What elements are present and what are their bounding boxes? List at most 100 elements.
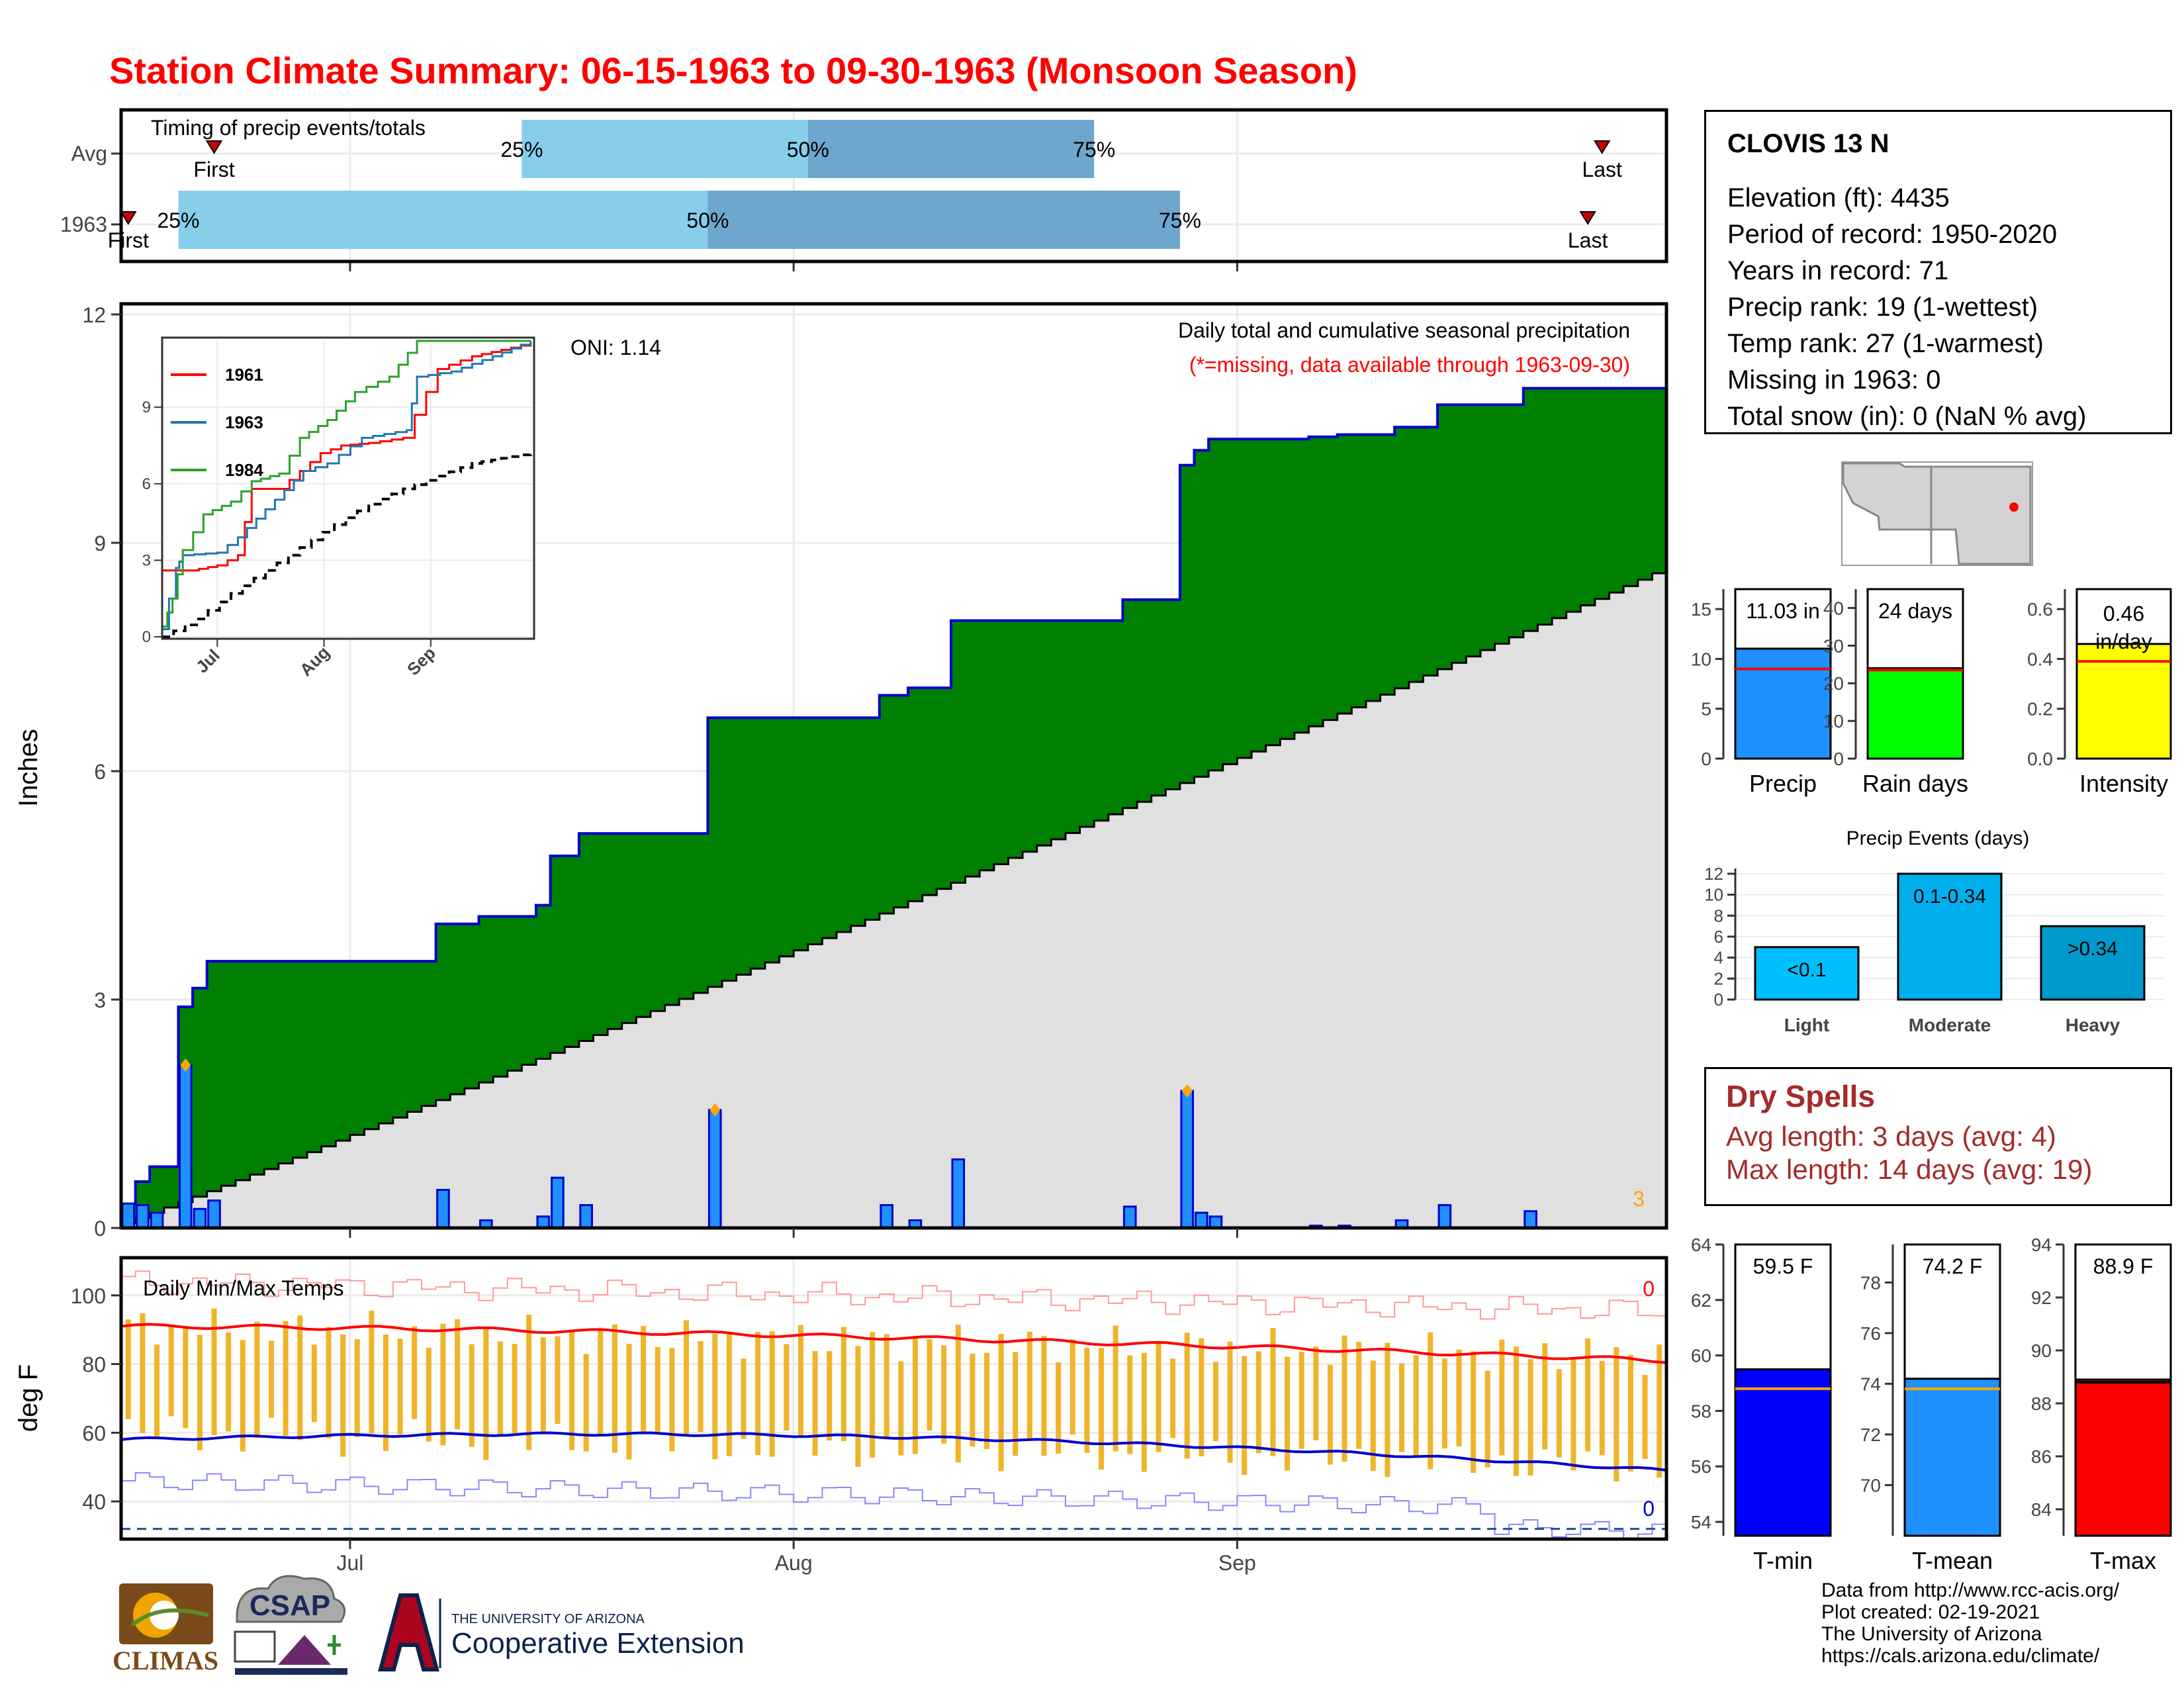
daily-temp-bar	[1556, 1369, 1562, 1458]
daily-temp-bar	[555, 1336, 561, 1425]
precip-ytick-label: 12	[82, 303, 106, 327]
daily-temp-bar	[1127, 1355, 1133, 1454]
events-bar-label: >0.34	[2068, 938, 2118, 960]
events-bar-label: 0.1-0.34	[1913, 886, 1986, 908]
daily-temp-bar	[1585, 1338, 1591, 1452]
timing-bar-q25-q50	[522, 120, 808, 178]
daily-temp-bar	[412, 1326, 418, 1419]
footer-credits: Data from http://www.rcc-acis.org/ Plot …	[1821, 1579, 2119, 1667]
daily-temp-bar	[1098, 1348, 1104, 1470]
precip-panel: 0 3 6 9 12 Inches Daily total and cumulative…	[14, 302, 1668, 1241]
precip-ytick-label: 9	[94, 532, 106, 555]
daily-temp-bar	[1056, 1362, 1062, 1454]
temps-t-max-value: 88.9 F	[2093, 1254, 2154, 1278]
totals-intensity-label: Intensity	[2079, 770, 2168, 797]
daily-temp-bar	[197, 1335, 203, 1451]
daily-temp-bar	[369, 1310, 375, 1434]
station-elevation: Elevation (ft): 4435	[1727, 183, 1950, 212]
events-title: Precip Events (days)	[1846, 827, 2030, 849]
avg-tmax-line	[120, 1323, 1667, 1364]
daily-precip-bar	[1437, 1204, 1452, 1229]
daily-temp-bar	[1484, 1370, 1490, 1468]
timing-q75-label: 75%	[1073, 138, 1115, 162]
daily-precip-bar	[579, 1204, 593, 1229]
inset-series-line	[162, 343, 532, 572]
daily-temp-bar	[998, 1334, 1004, 1472]
events-category-label: Light	[1784, 1015, 1829, 1035]
climas-logo-text: CLIMAS	[113, 1646, 218, 1675]
daily-temp-bar	[1614, 1347, 1619, 1481]
missing-data-marker	[180, 1058, 191, 1072]
timing-bar-q50-q75	[707, 191, 1180, 249]
daily-temp-bar	[1527, 1359, 1533, 1476]
daily-temp-bar	[984, 1352, 990, 1450]
dry-spells-max: Max length: 14 days (avg: 19)	[1726, 1154, 2093, 1185]
totals-rain-days-ytick-label: 40	[1823, 598, 1844, 618]
events-ytick-label: 8	[1714, 906, 1723, 925]
daily-precip-bar	[536, 1215, 551, 1229]
temp-ytick-label: 40	[82, 1490, 106, 1514]
totals-intensity-ytick-label: 0.0	[2027, 749, 2053, 769]
temps-t-mean-ytick-label: 74	[1860, 1374, 1881, 1394]
daily-temp-bar	[240, 1340, 246, 1452]
daily-temp-bar	[540, 1337, 546, 1434]
daily-precip-bar	[1208, 1215, 1223, 1229]
daily-temp-bar	[1199, 1338, 1205, 1457]
temps-t-min-ytick-label: 54	[1691, 1512, 1711, 1532]
daily-temp-bar	[569, 1329, 575, 1450]
daily-temp-bar	[440, 1323, 446, 1446]
daily-precip-bar	[436, 1189, 450, 1229]
temps-t-max-bar	[2074, 1378, 2172, 1537]
daily-temp-bar	[741, 1358, 747, 1439]
totals-intensity-bar	[2075, 643, 2172, 760]
daily-temp-bar	[1542, 1343, 1548, 1450]
oni-annotation: ONI: 1.14	[570, 336, 661, 359]
daily-precip-bar	[707, 1109, 722, 1229]
daily-temp-bar	[684, 1320, 690, 1436]
timing-first-marker	[120, 211, 137, 225]
dry-spells-title: Dry Spells	[1726, 1079, 1875, 1113]
daily-temp-bar	[1113, 1325, 1118, 1452]
timing-bar-q25-q50	[178, 191, 708, 249]
location-map	[1841, 461, 2033, 566]
daily-temp-bar	[1471, 1351, 1477, 1473]
footer-line: The University of Arizona	[1821, 1623, 2042, 1645]
totals-rain-days-ytick-label: 0	[1833, 749, 1844, 769]
missing-data-marker	[709, 1103, 721, 1117]
daily-temp-bar	[1513, 1346, 1519, 1476]
timing-q50-label: 50%	[787, 138, 829, 162]
totals-intensity-ytick-label: 0.4	[2027, 649, 2053, 669]
csap-logo-text: CSAP	[250, 1589, 330, 1622]
totals-intensity-value-unit: in/day	[2095, 630, 2152, 653]
timing-first-marker	[205, 140, 223, 154]
temps-t-mean-ytick-label: 76	[1860, 1323, 1881, 1344]
precip-ylabel: Inches	[14, 729, 43, 807]
seasonal-totals: 0 5 10 15 11.03 in Precip 0 10 20 30 40 24 days Rain…	[1691, 588, 2172, 797]
daily-temp-bar	[483, 1327, 489, 1460]
daily-temp-bar	[927, 1339, 933, 1431]
temp-ytick-label: 100	[71, 1284, 106, 1308]
daily-temp-bar	[1499, 1339, 1505, 1456]
missing-data-marker	[1181, 1084, 1193, 1098]
inset-ytick-label: 6	[142, 475, 151, 493]
daily-temp-bar	[1570, 1359, 1576, 1471]
daily-temp-bar	[784, 1344, 790, 1430]
daily-temp-bar	[970, 1353, 976, 1447]
temps-t-min-bar	[1734, 1368, 1832, 1537]
timing-bar-q50-q75	[807, 120, 1095, 178]
daily-temp-bar	[1657, 1344, 1662, 1478]
daily-precip-bar	[1122, 1205, 1137, 1229]
totals-intensity-ytick-label: 0.6	[2027, 599, 2053, 620]
totals-rain-days-ytick-label: 10	[1823, 711, 1844, 731]
timing-last-marker	[1579, 211, 1596, 225]
timing-last-marker	[1593, 140, 1611, 154]
totals-rain-days-value: 24 days	[1878, 599, 1952, 623]
daily-temp-bar	[1013, 1352, 1019, 1456]
totals-intensity-value: 0.46	[2103, 602, 2144, 626]
totals-precip-ytick-label: 5	[1701, 699, 1711, 720]
daily-temp-bar	[941, 1345, 947, 1444]
totals-rain-days-label: Rain days	[1862, 770, 1968, 797]
totals-precip-ytick-label: 10	[1691, 649, 1711, 669]
